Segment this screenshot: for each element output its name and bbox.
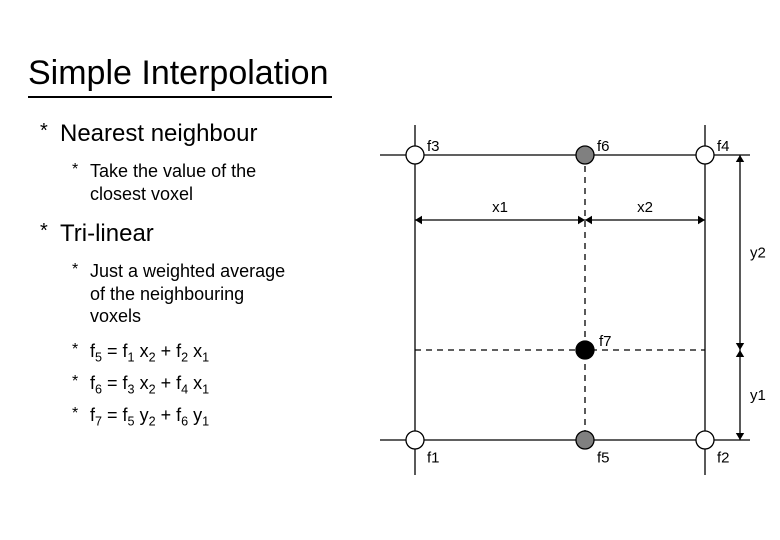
bullet-trilinear: * Tri-linear [60, 220, 154, 248]
arrow-head [698, 216, 705, 224]
node-f2 [696, 431, 714, 449]
arrow-head [736, 343, 744, 350]
node-label-f7: f7 [599, 333, 612, 350]
formula-text: f7 = f5 y2 + f6 y1 [90, 405, 209, 425]
node-f7 [576, 341, 594, 359]
title-underline [28, 96, 332, 98]
node-f6 [576, 146, 594, 164]
dimension-label: y2 [750, 245, 766, 262]
bullet-nearest-neighbour: * Nearest neighbour [60, 120, 257, 148]
bullet-formula-f5: * f5 = f1 x2 + f2 x1 [90, 340, 209, 366]
node-label-f4: f4 [717, 138, 730, 155]
arrow-head [736, 433, 744, 440]
dimension-label: x2 [637, 199, 653, 216]
bullet-mark: * [72, 340, 78, 360]
bullet-mark: * [40, 220, 48, 243]
bullet-line1: Take the value of the [90, 161, 256, 181]
bullet-mark: * [72, 404, 78, 424]
node-label-f6: f6 [597, 138, 610, 155]
arrow-head [415, 216, 422, 224]
bullet-weighted-average: * Just a weighted average of the neighbo… [90, 260, 285, 328]
bullet-mark: * [40, 120, 48, 143]
node-f4 [696, 146, 714, 164]
bullet-take-value: * Take the value of the closest voxel [90, 160, 256, 205]
node-f3 [406, 146, 424, 164]
bullet-mark: * [72, 260, 78, 280]
bullet-line1: Just a weighted average [90, 261, 285, 281]
bullet-text: Tri-linear [60, 220, 154, 247]
node-label-f5: f5 [597, 449, 610, 466]
interpolation-diagram: x1 x2 y2 y1 f3 f6 f4 f7 f1 f5 f2 [370, 120, 770, 480]
formula-text: f6 = f3 x2 + f4 x1 [90, 373, 209, 393]
node-f1 [406, 431, 424, 449]
node-label-f3: f3 [427, 138, 440, 155]
node-label-f2: f2 [717, 449, 730, 466]
bullet-line3: voxels [90, 306, 141, 326]
node-label-f1: f1 [427, 449, 440, 466]
page-title: Simple Interpolation [28, 54, 329, 93]
bullet-line2: of the neighbouring [90, 284, 244, 304]
bullet-mark: * [72, 372, 78, 392]
bullet-formula-f6: * f6 = f3 x2 + f4 x1 [90, 372, 209, 398]
bullet-formula-f7: * f7 = f5 y2 + f6 y1 [90, 404, 209, 430]
arrow-head [736, 350, 744, 357]
arrow-head [736, 155, 744, 162]
node-f5 [576, 431, 594, 449]
arrow-head [578, 216, 585, 224]
dimension-label: x1 [492, 199, 508, 216]
dimension-label: y1 [750, 387, 766, 404]
bullet-mark: * [72, 160, 78, 180]
formula-text: f5 = f1 x2 + f2 x1 [90, 341, 209, 361]
bullet-line2: closest voxel [90, 184, 193, 204]
arrow-head [585, 216, 592, 224]
bullet-text: Nearest neighbour [60, 120, 257, 147]
